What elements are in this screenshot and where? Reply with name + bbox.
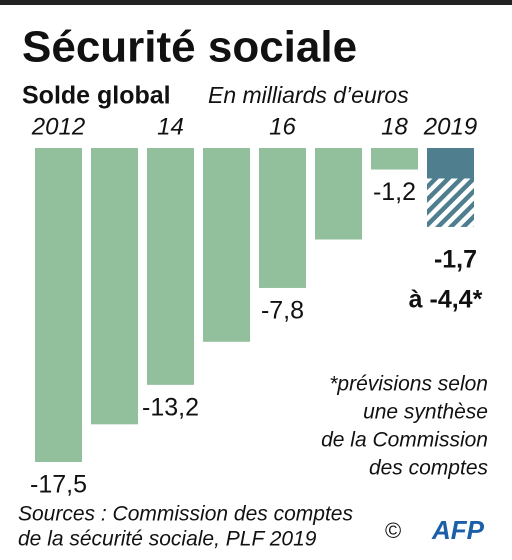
forecast-label: -1,7 bbox=[434, 246, 477, 274]
value-label: -1,2 bbox=[373, 178, 416, 206]
chart-title: Sécurité sociale bbox=[22, 23, 357, 72]
footnote: *prévisions selon bbox=[329, 373, 488, 396]
footnote: une synthèse bbox=[363, 401, 488, 424]
bar bbox=[371, 148, 418, 170]
x-tick-label: 2019 bbox=[423, 113, 477, 140]
bar bbox=[147, 148, 194, 385]
x-tick-label: 2012 bbox=[31, 113, 85, 140]
credit: © bbox=[385, 518, 401, 543]
top-rule bbox=[0, 0, 512, 5]
unit-label: En milliards d’euros bbox=[208, 82, 409, 108]
x-tick-label: 18 bbox=[381, 113, 408, 140]
x-tick-label: 14 bbox=[157, 113, 184, 140]
footnote: des comptes bbox=[369, 457, 489, 480]
bar bbox=[35, 148, 82, 462]
value-label: -13,2 bbox=[142, 393, 199, 421]
bar bbox=[203, 148, 250, 342]
footnote: de la Commission bbox=[321, 429, 488, 452]
sources: de la sécurité sociale, PLF 2019 bbox=[18, 528, 317, 551]
forecast-range bbox=[427, 178, 474, 227]
x-tick-label: 16 bbox=[269, 113, 296, 140]
value-label: -17,5 bbox=[30, 471, 87, 499]
subtitle: Solde global bbox=[22, 82, 171, 110]
logo: AFP bbox=[431, 515, 485, 545]
bar bbox=[259, 148, 306, 288]
forecast-label: à -4,4* bbox=[409, 286, 483, 314]
bar bbox=[91, 148, 138, 425]
value-label: -7,8 bbox=[261, 297, 304, 325]
bar bbox=[315, 148, 362, 240]
sources: Sources : Commission des comptes bbox=[18, 503, 353, 526]
forecast-bar bbox=[427, 148, 474, 179]
